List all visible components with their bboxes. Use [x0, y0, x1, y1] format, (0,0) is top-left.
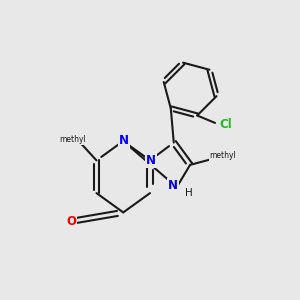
Text: O: O — [66, 215, 76, 228]
Text: methyl: methyl — [59, 135, 86, 144]
Text: Cl: Cl — [219, 118, 232, 131]
Text: N: N — [146, 154, 156, 167]
Text: N: N — [119, 134, 129, 147]
Text: methyl: methyl — [209, 152, 236, 160]
Text: N: N — [168, 179, 178, 192]
Text: H: H — [185, 188, 193, 198]
